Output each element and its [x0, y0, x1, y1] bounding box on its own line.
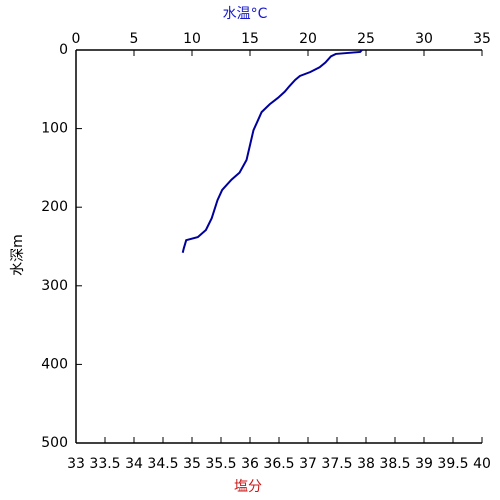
x2-tick-label: 35.5: [205, 456, 236, 472]
y-tick-label: 400: [41, 356, 68, 372]
x2-tick-label: 39: [415, 456, 433, 472]
x-tick-label: 25: [357, 31, 375, 47]
x2-tick-label: 37: [299, 456, 317, 472]
x2-tick-label: 37.5: [321, 456, 352, 472]
x-tick-label: 35: [473, 31, 491, 47]
y-tick-label: 200: [41, 199, 68, 215]
x-tick-label: 0: [72, 31, 81, 47]
x-tick-label: 20: [299, 31, 317, 47]
x-tick-label: 30: [415, 31, 433, 47]
x2-tick-label: 33.5: [89, 456, 120, 472]
x2-tick-label: 35: [183, 456, 201, 472]
x2-axis-title: 塩分: [234, 479, 262, 495]
x2-tick-label: 36: [241, 456, 259, 472]
x2-tick-label: 38.5: [379, 456, 410, 472]
y-tick-label: 500: [41, 435, 68, 451]
y-tick-label: 100: [41, 121, 68, 137]
x2-tick-label: 36.5: [263, 456, 294, 472]
x-axis-title: 水温°C: [223, 6, 268, 22]
x-tick-label: 10: [183, 31, 201, 47]
x2-tick-label: 34.5: [147, 456, 178, 472]
x-tick-label: 5: [130, 31, 139, 47]
y-tick-label: 300: [41, 278, 68, 294]
x2-tick-label: 34: [125, 456, 143, 472]
x2-tick-label: 40: [473, 456, 491, 472]
y-tick-label: 0: [59, 42, 68, 58]
x-tick-label: 15: [241, 31, 259, 47]
y-axis-title: 水深m: [10, 234, 26, 276]
x2-tick-label: 38: [357, 456, 375, 472]
x2-tick-label: 39.5: [437, 456, 468, 472]
x2-tick-label: 33: [67, 456, 85, 472]
temperature-line: [181, 49, 363, 254]
